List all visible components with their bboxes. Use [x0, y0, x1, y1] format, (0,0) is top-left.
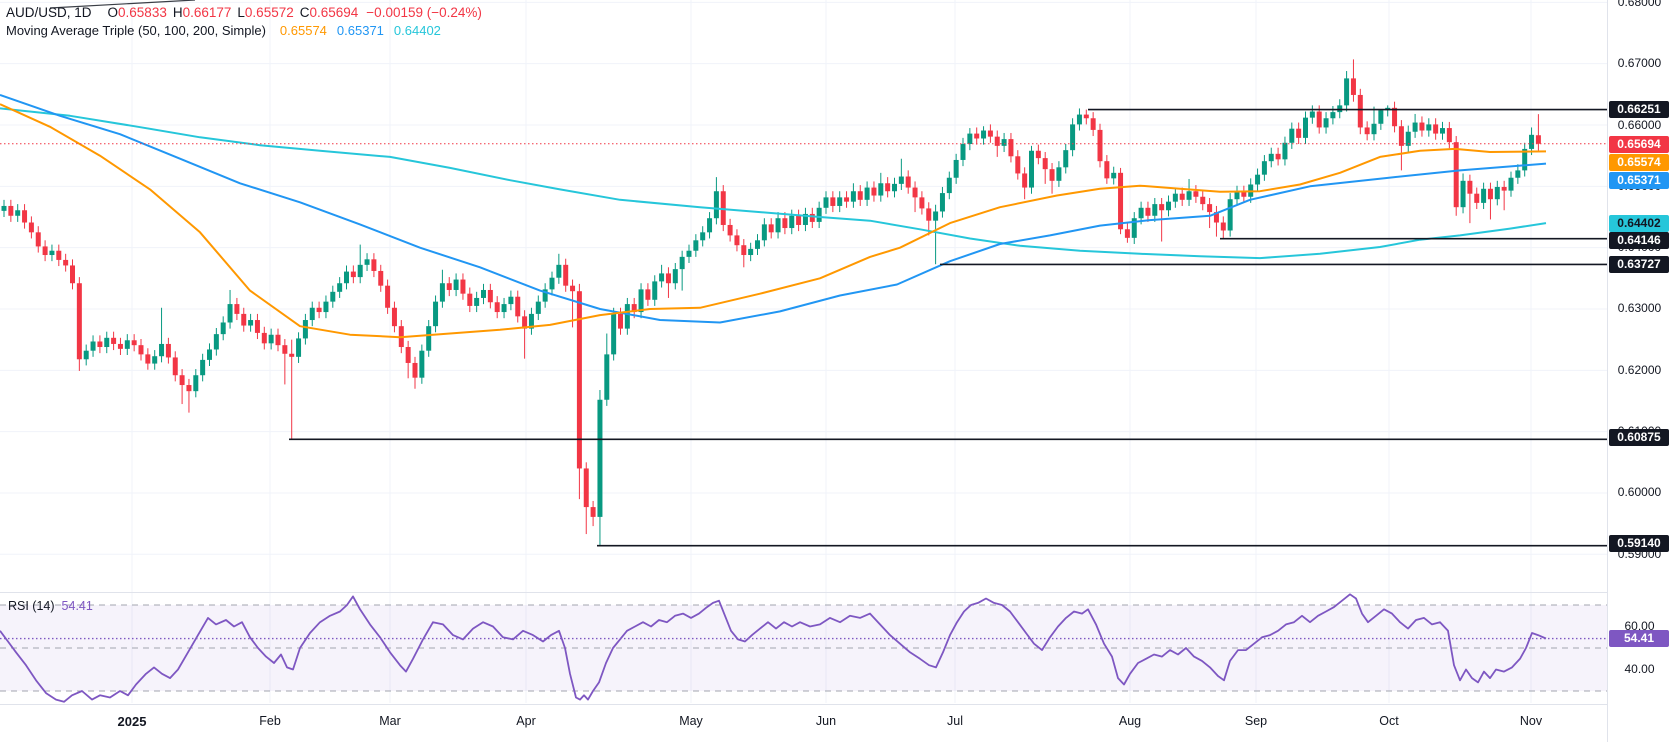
price-badge-level: 0.59140	[1609, 534, 1669, 552]
price-axis-label: 0.62000	[1617, 362, 1662, 377]
time-axis-label: May	[679, 714, 703, 728]
open-label: O	[107, 5, 119, 20]
ma200-line	[0, 107, 1547, 260]
open-value: 0.65833	[118, 5, 167, 20]
ma200-value: 0.64402	[393, 23, 441, 38]
price-badge-level: 0.64146	[1609, 231, 1669, 249]
ma-triple-title: Moving Average Triple (50, 100, 200, Sim…	[6, 23, 266, 38]
rsi-legend[interactable]: RSI (14) 54.41	[8, 599, 93, 613]
symbol-title: AUD/USD, 1D	[6, 5, 92, 20]
time-axis-label: Oct	[1379, 714, 1399, 728]
ma100-value: 0.65371	[336, 23, 384, 38]
close-label: C	[299, 5, 310, 20]
close-value: 0.65694	[309, 5, 359, 20]
price-axis[interactable]: 0.680000.670000.660000.650000.640000.630…	[1607, 0, 1670, 742]
ma50-line	[0, 103, 1547, 339]
price-badge-ma50: 0.65574	[1609, 153, 1669, 171]
ma50-value: 0.65574	[279, 23, 327, 38]
rsi-axis-label: 40.00	[1624, 662, 1655, 676]
rsi-pane	[0, 593, 1607, 703]
price-axis-label: 0.60000	[1617, 485, 1662, 500]
time-axis-label: Mar	[379, 714, 401, 728]
price-axis-label: 0.67000	[1617, 56, 1662, 71]
rsi-axis-label: 60.00	[1624, 619, 1655, 633]
time-axis-label: Nov	[1519, 714, 1543, 728]
price-axis-label: 0.68000	[1617, 0, 1662, 9]
chart-legend: AUD/USD, 1D O0.65833 H0.66177 L0.65572 C0.65…	[6, 3, 482, 40]
price-badge-level: 0.60875	[1609, 428, 1669, 446]
candlestick-series	[1, 59, 1541, 546]
price-badge-level: 0.66251	[1609, 100, 1669, 118]
time-axis-label: Apr	[516, 714, 536, 728]
time-axis-label: Feb	[259, 714, 281, 728]
symbol-legend[interactable]: AUD/USD, 1D O0.65833 H0.66177 L0.65572 C0.65…	[6, 3, 482, 22]
rsi-value: 54.41	[61, 599, 93, 613]
trendline-artifact	[49, 0, 196, 9]
high-label: H	[172, 5, 183, 20]
price-badge-level: 0.63727	[1609, 255, 1669, 273]
price-axis-label: 0.66000	[1617, 117, 1662, 132]
low-label: L	[237, 5, 245, 20]
rsi-badge: 54.41	[1609, 630, 1669, 648]
rsi-line	[0, 593, 1547, 703]
time-axis-label: Jun	[815, 714, 837, 728]
price-level-lines	[289, 108, 1607, 547]
price-badge-close: 0.65694	[1609, 135, 1669, 153]
time-axis-label: Aug	[1118, 714, 1142, 728]
time-axis[interactable]: 2025 Feb Mar Apr May Jun Jul Aug Sep Oct Nov	[0, 704, 1607, 742]
grid-lines	[0, 0, 1607, 703]
low-value: 0.65572	[244, 5, 294, 20]
time-axis-label: 2025	[117, 714, 147, 729]
price-axis-label: 0.63000	[1617, 301, 1662, 316]
rsi-title: RSI (14)	[8, 599, 55, 613]
price-badge-ma200: 0.64402	[1609, 214, 1669, 232]
time-axis-label: Jul	[947, 714, 963, 728]
price-badge-ma100: 0.65371	[1609, 171, 1669, 189]
ma-triple-legend[interactable]: Moving Average Triple (50, 100, 200, Sim…	[6, 22, 482, 40]
change-value: −0.00159 (−0.24%)	[366, 5, 482, 20]
ma100-line	[0, 93, 1547, 324]
high-value: 0.66177	[182, 5, 232, 20]
time-axis-label: Sep	[1244, 714, 1268, 728]
